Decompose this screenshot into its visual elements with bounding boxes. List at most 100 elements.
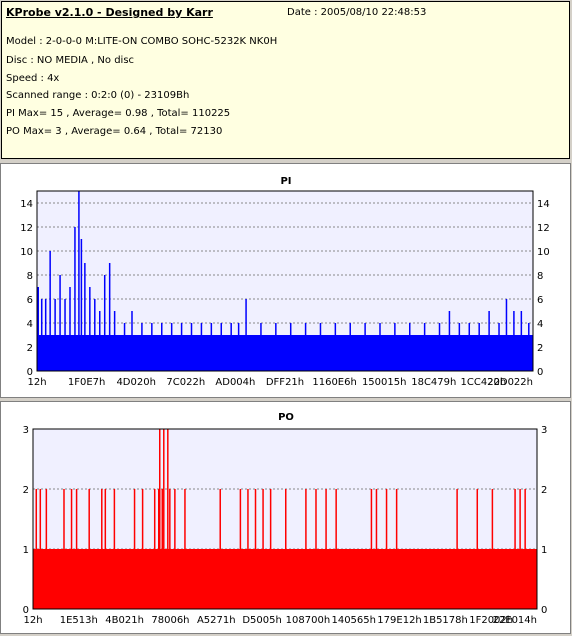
po-bar xyxy=(141,489,144,609)
pi-xtick: 150015h xyxy=(362,377,407,388)
po-xaxis: 12h 1E513h 4B021h 78006h A5271h D5005h 108700h… xyxy=(23,428,538,626)
pi-xtick: AD004h xyxy=(215,377,255,388)
po-summary-line: PO Max= 3 , Average= 0.64 , Total= 72130 xyxy=(6,126,223,137)
pi-plot-border xyxy=(36,190,534,372)
app-title: KProbe v2.1.0 - Designed by Karr xyxy=(6,6,213,19)
po-bar xyxy=(133,489,136,609)
pi-ytick-left: 14 xyxy=(20,199,33,210)
pi-bar xyxy=(123,323,126,371)
pi-bar xyxy=(151,323,153,371)
po-ytick-right: 1 xyxy=(541,545,547,556)
pi-bar xyxy=(498,323,500,371)
pi-bars xyxy=(37,191,533,371)
po-chart-title: PO xyxy=(278,412,294,423)
pi-bar xyxy=(49,251,51,371)
pi-bar xyxy=(349,323,351,371)
po-ytick-left: 0 xyxy=(23,605,29,616)
po-bar xyxy=(262,489,264,609)
pi-xtick: 1CC422h xyxy=(461,377,507,388)
po-xtick: 22E014h xyxy=(493,615,537,626)
pi-bar xyxy=(59,275,61,371)
pi-bar xyxy=(190,323,193,371)
pi-ytick-right: 10 xyxy=(537,247,550,258)
pi-bar xyxy=(64,299,66,371)
pi-xtick: 18C479h xyxy=(411,377,456,388)
pi-bar xyxy=(438,323,441,371)
po-bar xyxy=(174,489,176,609)
po-xtick: D5005h xyxy=(242,615,282,626)
po-xtick: 1F2002h xyxy=(469,615,513,626)
po-bar xyxy=(169,489,171,609)
po-bar xyxy=(157,489,160,609)
pi-bar xyxy=(409,323,411,371)
po-bars xyxy=(33,429,537,609)
pi-bar xyxy=(44,299,47,371)
po-xtick: 1E513h xyxy=(60,615,98,626)
pi-bar xyxy=(131,311,133,371)
pi-bar xyxy=(103,275,106,371)
po-bar xyxy=(247,489,249,609)
pi-ytick-left: 0 xyxy=(27,367,33,378)
po-plot-border xyxy=(32,428,538,610)
po-ytick-left: 2 xyxy=(23,485,29,496)
pi-bar xyxy=(113,311,116,371)
po-xtick: 12h xyxy=(23,615,42,626)
po-bar xyxy=(385,489,388,609)
pi-bar xyxy=(304,323,307,371)
model-line: Model : 2-0-0-0 M:LITE-ON COMBO SOHC-523… xyxy=(6,36,278,47)
po-bar xyxy=(104,489,107,609)
pi-bar xyxy=(200,323,203,371)
pi-bar xyxy=(141,323,143,371)
pi-bar xyxy=(80,239,83,371)
pi-ytick-right: 6 xyxy=(537,295,543,306)
pi-bar xyxy=(37,287,39,371)
po-bar xyxy=(39,489,42,609)
po-bar xyxy=(476,489,479,609)
po-ytick-right: 0 xyxy=(541,605,547,616)
pi-bar xyxy=(520,311,523,371)
pi-ytick-left: 12 xyxy=(20,223,33,234)
scan-date: Date : 2005/08/10 22:48:53 xyxy=(287,7,427,18)
pi-ytick-left: 10 xyxy=(20,247,33,258)
po-bar xyxy=(101,489,103,609)
po-bar xyxy=(305,489,307,609)
pi-ytick-left: 8 xyxy=(27,271,33,282)
po-bar xyxy=(335,489,337,609)
pi-bar xyxy=(334,323,337,371)
pi-bar xyxy=(468,323,471,371)
pi-bar xyxy=(505,299,508,371)
disc-line: Disc : NO MEDIA , No disc xyxy=(6,55,135,66)
pi-bar xyxy=(488,311,490,371)
po-bar xyxy=(254,489,257,609)
po-bar xyxy=(70,489,73,609)
po-yaxis-left: 0 1 2 3 xyxy=(23,425,29,616)
po-bar xyxy=(159,429,161,609)
pi-bar xyxy=(260,323,262,371)
pi-bar xyxy=(84,263,86,371)
po-bar xyxy=(325,489,327,609)
info-panel: KProbe v2.1.0 - Designed by Karr Date : … xyxy=(1,1,570,159)
pi-bar xyxy=(54,299,56,371)
po-xtick: 108700h xyxy=(286,615,331,626)
po-bar xyxy=(285,489,287,609)
pi-ytick-right: 0 xyxy=(537,367,543,378)
speed-line: Speed : 4x xyxy=(6,73,60,84)
po-ytick-left: 3 xyxy=(23,425,29,436)
po-bar xyxy=(184,489,186,609)
po-bar xyxy=(75,489,78,609)
po-bar xyxy=(161,489,164,609)
pi-bar xyxy=(394,323,396,371)
po-yaxis-right: 0 1 2 3 xyxy=(541,425,547,616)
po-bar xyxy=(519,489,521,609)
pi-xaxis: 12h 1F0E7h 4D020h 7C022h AD004h DFF21h 1160E6h… xyxy=(27,190,534,388)
po-xtick: 140565h xyxy=(331,615,376,626)
po-bar xyxy=(153,489,156,609)
pi-bar xyxy=(89,287,91,371)
pi-baseline-fill xyxy=(37,335,533,371)
po-bar xyxy=(491,489,494,609)
po-bar xyxy=(167,429,169,609)
pi-xtick: 1160E6h xyxy=(312,377,356,388)
range-line: Scanned range : 0:2:0 (0) - 23109Bh xyxy=(6,90,190,101)
pi-ytick-left: 4 xyxy=(27,319,33,330)
pi-bar xyxy=(210,323,213,371)
